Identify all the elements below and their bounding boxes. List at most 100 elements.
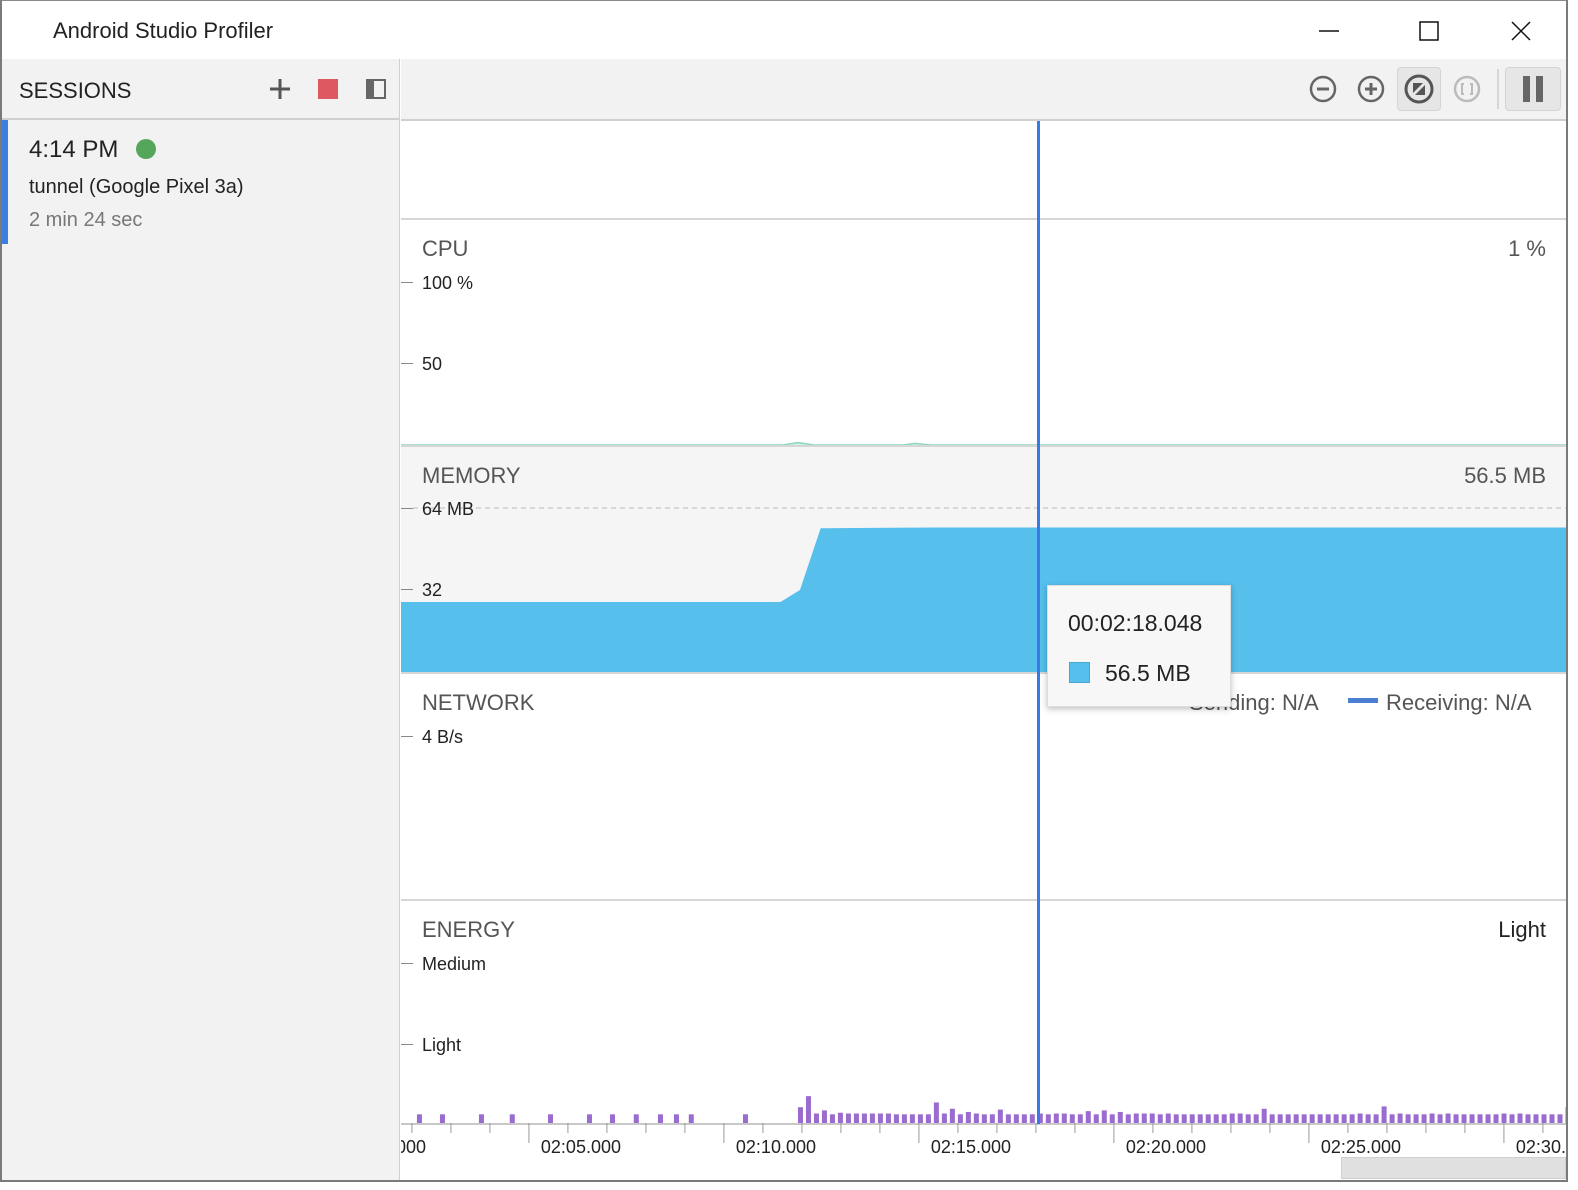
energy-bar	[1437, 1114, 1443, 1123]
energy-bar	[439, 1114, 445, 1123]
title-bar: Android Studio Profiler	[2, 1, 1566, 59]
energy-bar	[1333, 1114, 1339, 1123]
time-axis-label: 02:10.000	[735, 1137, 816, 1157]
energy-bar	[657, 1114, 663, 1123]
energy-bar	[673, 1114, 679, 1123]
energy-bar	[797, 1107, 803, 1123]
energy-bar	[813, 1113, 819, 1123]
time-axis-label: 02:05.000	[540, 1137, 621, 1157]
energy-chart	[416, 1096, 1566, 1123]
memory-panel[interactable]: MEMORY 56.5 MB 64 MB 32	[401, 447, 1566, 674]
pause-button[interactable]	[1505, 67, 1561, 111]
time-axis[interactable]: 02:00.000 02:05.000 02:10.000 02:15.000 02:2…	[401, 1123, 1566, 1180]
minimize-button[interactable]	[1304, 11, 1354, 51]
time-axis-ticks	[411, 1123, 1544, 1143]
memory-tick-label: 64 MB	[422, 499, 475, 519]
energy-bar	[609, 1114, 615, 1123]
energy-bar	[1261, 1108, 1267, 1123]
energy-bar	[1445, 1113, 1451, 1123]
network-panel[interactable]: NETWORK 4 B/s Sending: N/A Receiving: N/…	[401, 674, 1566, 901]
energy-bar	[1189, 1114, 1195, 1123]
energy-bar	[478, 1114, 484, 1123]
panel-icon	[366, 79, 386, 99]
energy-bar	[1357, 1113, 1363, 1123]
energy-bar	[1181, 1114, 1187, 1123]
sessions-title: SESSIONS	[19, 78, 132, 103]
energy-bar	[742, 1114, 748, 1123]
energy-bar	[1141, 1113, 1147, 1123]
energy-bar	[1173, 1114, 1179, 1123]
top-event-panel	[401, 121, 1566, 220]
zoom-to-selection-icon	[1453, 75, 1481, 103]
zoom-to-selection-button[interactable]	[1445, 67, 1489, 111]
energy-bar	[853, 1113, 859, 1123]
session-duration: 2 min 24 sec	[29, 209, 143, 231]
minimize-icon	[1319, 30, 1339, 32]
zoom-out-button[interactable]	[1301, 67, 1345, 111]
energy-bar	[1341, 1114, 1347, 1123]
network-tick	[401, 736, 413, 737]
reset-zoom-button[interactable]	[1397, 67, 1441, 111]
timeline-area[interactable]: CPU 1 % 100 % 50 MEMORY 56.5 MB 64 MB 32…	[401, 121, 1566, 1180]
energy-bar	[1485, 1114, 1491, 1123]
energy-bar	[917, 1114, 923, 1123]
profiler-toolbar	[401, 59, 1566, 121]
cpu-panel[interactable]: CPU 1 % 100 % 50	[401, 220, 1566, 447]
window-title: Android Studio Profiler	[53, 18, 274, 43]
energy-bar	[1045, 1114, 1051, 1123]
energy-bar	[1349, 1114, 1355, 1123]
energy-bar	[1085, 1111, 1091, 1123]
session-time: 4:14 PM	[29, 136, 119, 163]
energy-bar	[1213, 1114, 1219, 1123]
energy-bar	[1365, 1114, 1371, 1123]
energy-bar	[1381, 1106, 1387, 1123]
energy-bar	[1461, 1114, 1467, 1123]
energy-value: Light	[1498, 917, 1546, 942]
energy-bar	[989, 1114, 995, 1123]
pause-icon	[1523, 76, 1543, 102]
energy-bar	[949, 1108, 955, 1123]
plus-icon	[270, 79, 290, 99]
energy-bar	[973, 1113, 979, 1123]
network-title: NETWORK	[422, 690, 535, 715]
energy-bar	[1237, 1113, 1243, 1123]
session-item[interactable]: 4:14 PM tunnel (Google Pixel 3a) 2 min 2…	[2, 120, 399, 244]
energy-bar	[1509, 1114, 1515, 1123]
energy-tick	[401, 963, 413, 964]
energy-bar	[1125, 1114, 1131, 1123]
energy-bar	[1469, 1114, 1475, 1123]
energy-bar	[586, 1114, 592, 1123]
memory-value: 56.5 MB	[1464, 463, 1546, 488]
network-tick-label: 4 B/s	[422, 727, 464, 747]
energy-panel[interactable]: ENERGY Light Medium Light	[401, 901, 1566, 1125]
time-axis-label: 02:00.000	[401, 1137, 426, 1157]
energy-bar	[1405, 1114, 1411, 1123]
energy-bar	[1453, 1114, 1459, 1123]
energy-bar	[416, 1114, 422, 1123]
receiving-legend-swatch	[1348, 698, 1378, 703]
energy-bar	[1245, 1114, 1251, 1123]
energy-bar	[1037, 1113, 1043, 1123]
session-device: tunnel (Google Pixel 3a)	[29, 176, 244, 198]
energy-bar	[1301, 1114, 1307, 1123]
horizontal-scrollbar[interactable]	[1341, 1157, 1566, 1179]
new-session-button[interactable]	[266, 75, 294, 103]
maximize-button[interactable]	[1404, 11, 1454, 51]
tooltip-value: 56.5 MB	[1105, 660, 1191, 686]
energy-bar	[1317, 1114, 1323, 1123]
zoom-in-button[interactable]	[1349, 67, 1393, 111]
energy-bar	[1549, 1114, 1555, 1123]
energy-bar	[933, 1102, 939, 1123]
energy-bar	[547, 1114, 553, 1123]
energy-bar	[1149, 1113, 1155, 1123]
toolbar-divider	[1497, 69, 1499, 109]
stop-session-button[interactable]	[314, 75, 342, 103]
energy-bar	[1077, 1114, 1083, 1123]
close-button[interactable]	[1496, 11, 1546, 51]
energy-bar	[1397, 1113, 1403, 1123]
memory-tick-label: 32	[422, 580, 443, 600]
energy-bar	[1061, 1113, 1067, 1123]
energy-bar	[1373, 1114, 1379, 1123]
collapse-sidebar-button[interactable]	[362, 75, 390, 103]
